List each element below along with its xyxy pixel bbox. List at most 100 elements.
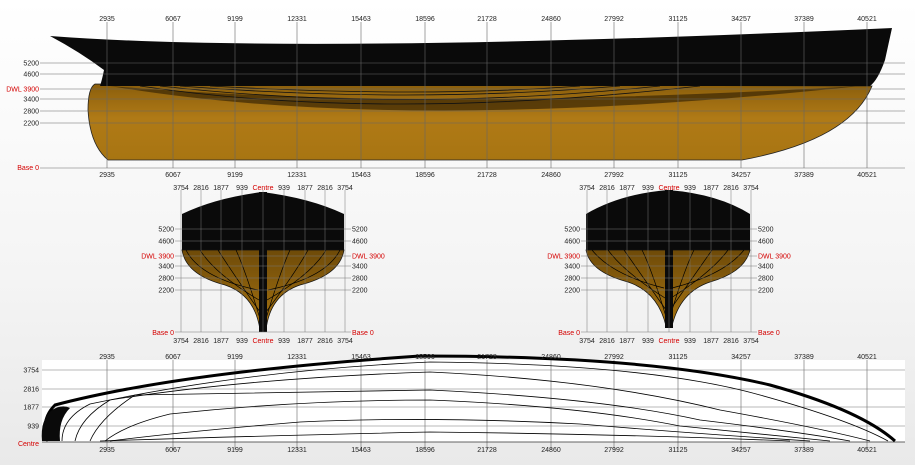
body-plan-right-waterline-label-left: 2800 (564, 276, 580, 283)
half-breadth-centre-label: Centre (18, 441, 39, 448)
half-breadth-offset-label: 1877 (23, 405, 39, 412)
body-plan-right-top-tick: 3754 (579, 185, 595, 192)
profile-topside (50, 28, 892, 86)
half-breadth-station-top-label: 21728 (477, 354, 497, 361)
body-plan-right-waterline-label-left: 3400 (564, 264, 580, 271)
half-breadth-station-bottom-label: 2935 (99, 447, 115, 454)
body-plan-left-waterline-label-left: DWL 3900 (141, 254, 174, 261)
half-breadth-station-top-label: 18596 (415, 354, 435, 361)
body-plan-left-base-label-right: Base 0 (352, 330, 374, 337)
profile-station-top-label: 12331 (287, 16, 307, 23)
body-plan-left-waterline-label-left: 4600 (158, 239, 174, 246)
half-breadth-station-bottom-label: 9199 (227, 447, 243, 454)
half-breadth-station-top-label: 24860 (541, 354, 561, 361)
half-breadth-station-bottom-label: 18596 (415, 447, 435, 454)
body-plan-left-bottom-tick: 2816 (317, 338, 333, 345)
half-breadth-station-bottom-label: 40521 (857, 447, 877, 454)
body-plan-left-waterline-label-left: 5200 (158, 227, 174, 234)
body-plan-left-top-tick: 3754 (337, 185, 353, 192)
body-plan-right-waterline-label-right: DWL 3900 (758, 254, 791, 261)
profile-view (40, 22, 905, 169)
body-plan-right-waterline-label-right: 2800 (758, 276, 774, 283)
profile-waterline-label: 3400 (23, 97, 39, 104)
profile-station-bottom-label: 27992 (604, 172, 624, 179)
body-plan-right-waterline-label-right: 4600 (758, 239, 774, 246)
body-plan-left-bottom-tick: 939 (278, 338, 290, 345)
body-plan-left-top-tick: 1877 (213, 185, 229, 192)
profile-station-bottom-label: 6067 (165, 172, 181, 179)
body-plan-left-top-tick: 939 (278, 185, 290, 192)
profile-waterline-label: 5200 (23, 61, 39, 68)
profile-station-top-label: 15463 (351, 16, 371, 23)
body-plan-right-waterline-label-left: 4600 (564, 239, 580, 246)
body-plan-left-waterline-label-right: 4600 (352, 239, 368, 246)
body-plan-left-top-tick: 2816 (317, 185, 333, 192)
half-breadth-station-bottom-label: 34257 (731, 447, 751, 454)
body-plan-left-base-label-left: Base 0 (152, 330, 174, 337)
half-breadth-station-top-label: 9199 (227, 354, 243, 361)
body-plan-right-bottom-tick: 939 (642, 338, 654, 345)
body-plan-right-top-tick: 1877 (703, 185, 719, 192)
profile-station-bottom-label: 15463 (351, 172, 371, 179)
body-plan-left-sections (185, 249, 341, 323)
body-plan-left-waterline-label-left: 2200 (158, 288, 174, 295)
profile-station-bottom-label: 9199 (227, 172, 243, 179)
body-plan-left-waterline-label-left: 3400 (158, 264, 174, 271)
profile-station-bottom-label: 18596 (415, 172, 435, 179)
half-breadth-station-top-label: 12331 (287, 354, 307, 361)
half-breadth-view (41, 354, 905, 450)
profile-base-label: Base 0 (17, 165, 39, 172)
body-plan-left-waterline-label-right: 3400 (352, 264, 368, 271)
body-plan-left-waterline-label-right: 5200 (352, 227, 368, 234)
body-plan-right-top-tick: 1877 (619, 185, 635, 192)
half-breadth-offset-label: 2816 (23, 387, 39, 394)
body-plan-right-waterline-label-right: 3400 (758, 264, 774, 271)
profile-station-top-label: 18596 (415, 16, 435, 23)
body-plan-right-bottom-tick: 1877 (703, 338, 719, 345)
body-plan-right-bottom-tick: 3754 (743, 338, 759, 345)
profile-station-top-label: 6067 (165, 16, 181, 23)
body-plan-left-waterline-label-right: 2200 (352, 288, 368, 295)
half-breadth-station-top-label: 2935 (99, 354, 115, 361)
profile-station-top-label: 2935 (99, 16, 115, 23)
half-breadth-station-bottom-label: 21728 (477, 447, 497, 454)
body-plan-right-top-tick: 939 (642, 185, 654, 192)
half-breadth-station-top-label: 34257 (731, 354, 751, 361)
profile-station-bottom-label: 21728 (477, 172, 497, 179)
half-breadth-station-top-label: 37389 (794, 354, 814, 361)
body-plan-right-bottom-tick: 2816 (599, 338, 615, 345)
profile-station-top-label: 31125 (669, 16, 688, 23)
profile-station-top-label: 27992 (604, 16, 624, 23)
profile-shadow-band (110, 86, 860, 111)
profile-station-bottom-label: 34257 (731, 172, 751, 179)
half-breadth-deck-line (43, 354, 896, 443)
half-breadth-offset-label: 939 (27, 424, 39, 431)
body-plan-left-waterline-label-right: DWL 3900 (352, 254, 385, 261)
body-plan-left-top-tick: Centre (252, 185, 273, 192)
body-plan-right-top-tick: Centre (658, 185, 679, 192)
profile-station-bottom-label: 12331 (287, 172, 307, 179)
profile-station-top-label: 24860 (541, 16, 561, 23)
profile-station-bottom-label: 31125 (669, 172, 688, 179)
profile-station-top-label: 9199 (227, 16, 243, 23)
profile-station-bottom-label: 37389 (794, 172, 814, 179)
body-plan-grid (175, 190, 757, 333)
body-plan-right-bottom-tick: 939 (684, 338, 696, 345)
body-plan-right-bottom-tick: 1877 (619, 338, 635, 345)
body-plan-right-waterline-label-right: 2200 (758, 288, 774, 295)
body-plan-left-top-tick: 1877 (297, 185, 313, 192)
half-breadth-station-top-label: 6067 (165, 354, 181, 361)
half-breadth-waterlines (61, 361, 889, 442)
profile-station-bottom-label: 24860 (541, 172, 561, 179)
half-breadth-station-bottom-label: 24860 (541, 447, 561, 454)
profile-waterline-label: 2800 (23, 109, 39, 116)
body-plan-left-bottom-tick: 2816 (193, 338, 209, 345)
body-plan-left-bottom-tick: 939 (236, 338, 248, 345)
body-plan-right-bottom-tick: 2816 (723, 338, 739, 345)
body-plan-right-bottom-tick: Centre (658, 338, 679, 345)
body-plan-right-base-label-left: Base 0 (558, 330, 580, 337)
body-plan-right-top-tick: 3754 (743, 185, 759, 192)
profile-station-top-label: 34257 (731, 16, 751, 23)
profile-waterline-label: 4600 (23, 72, 39, 79)
profile-station-bottom-label: 2935 (99, 172, 115, 179)
